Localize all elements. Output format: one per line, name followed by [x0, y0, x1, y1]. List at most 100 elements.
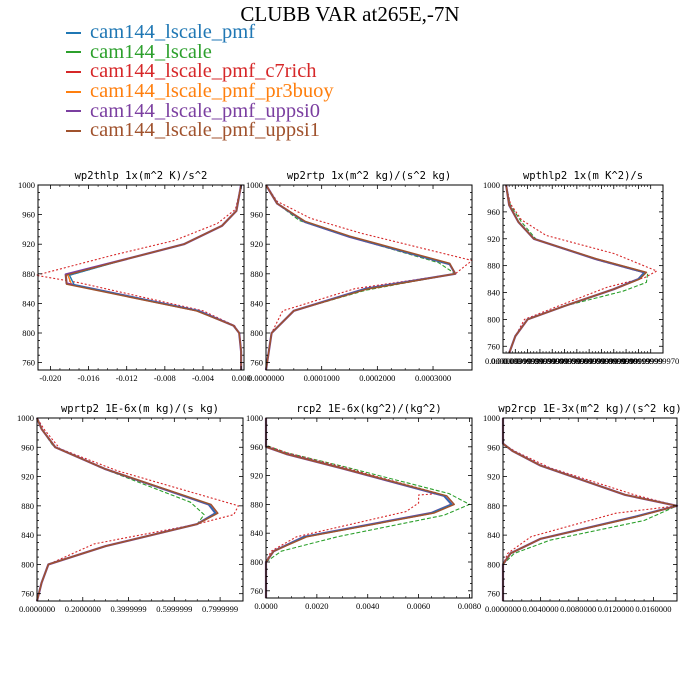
y-tick-label: 960 — [22, 210, 35, 220]
legend-swatch — [66, 51, 81, 54]
series-line — [68, 184, 242, 370]
x-tick-label: 0.0009999999 — [602, 356, 651, 366]
legend-entry: cam144_lscale_pmf_uppsi0 — [66, 99, 334, 122]
y-tick-label: 800 — [250, 328, 263, 338]
y-tick-label: 1000 — [246, 180, 263, 190]
y-tick-label: 960 — [250, 210, 263, 220]
x-tick-label: -0.012 — [116, 373, 138, 383]
series-line — [505, 184, 646, 354]
series-line — [505, 184, 649, 354]
series-line — [264, 418, 453, 598]
series-line — [265, 184, 457, 371]
y-tick-label: 840 — [250, 528, 263, 538]
panel-title: wprtp2 1E-6x(m kg)/(s kg) — [61, 403, 219, 415]
y-tick-label: 840 — [487, 530, 500, 540]
legend-label: cam144_lscale_pmf_pr3buoy — [90, 80, 334, 103]
plot-frame — [502, 417, 678, 602]
series-line — [265, 418, 455, 598]
y-tick-label: 960 — [21, 442, 34, 452]
x-tick-label: 0.7999999 — [202, 604, 238, 614]
legend-swatch — [66, 110, 81, 113]
y-tick-label: 840 — [250, 298, 263, 308]
series-line — [265, 418, 453, 598]
y-tick-label: 840 — [21, 530, 34, 540]
x-tick-label: 0.0000000 — [485, 604, 521, 614]
y-tick-label: 880 — [487, 261, 500, 271]
x-tick-label: 0.0003999999 — [528, 356, 577, 366]
y-tick-label: 800 — [250, 557, 263, 567]
x-tick-label: -0.008 — [154, 373, 176, 383]
x-tick-label: 0.3999999 — [110, 604, 146, 614]
y-tick-label: 880 — [22, 269, 35, 279]
y-tick-label: 800 — [22, 328, 35, 338]
series-line — [36, 417, 219, 602]
legend-entry: cam144_lscale — [66, 41, 334, 63]
legend-entry: cam144_lscale_pmf_c7rich — [66, 60, 334, 82]
series-line — [505, 184, 648, 354]
series-line — [265, 418, 453, 598]
x-tick-label: 0.0080000 — [560, 604, 596, 614]
y-tick-label: 760 — [22, 358, 35, 368]
y-tick-label: 1000 — [18, 180, 35, 190]
y-tick-label: 920 — [487, 472, 500, 482]
panel-title: wp2rtp 1x(m^2 kg)/(s^2 kg) — [287, 170, 451, 182]
x-tick-label: 0.0000000 — [485, 356, 521, 366]
legend-entry: cam144_lscale_pmf_uppsi1 — [66, 119, 334, 142]
x-tick-label: 0.0002999999 — [515, 356, 564, 366]
x-tick-label: 0.0000000 — [19, 604, 55, 614]
x-tick-label: 0.0000000 — [248, 373, 284, 383]
legend-label: cam144_lscale_pmf_uppsi1 — [90, 119, 321, 142]
series-line — [36, 417, 239, 602]
y-tick-label: 920 — [250, 471, 263, 481]
series-line — [68, 184, 242, 370]
x-tick-label: 0.0010999999 — [614, 356, 663, 366]
series-line — [64, 184, 242, 370]
y-tick-label: 880 — [21, 501, 34, 511]
series-line — [64, 184, 243, 370]
legend-entry: cam144_lscale_pmf — [66, 21, 334, 43]
x-tick-label: 0.0001000 — [304, 373, 340, 383]
x-tick-label: 0.0120000 — [598, 604, 634, 614]
x-tick-label: -0.020 — [39, 373, 61, 383]
x-tick-label: 0.0006999999 — [565, 356, 614, 366]
series-line — [265, 184, 473, 371]
x-tick-label: -0.016 — [78, 373, 100, 383]
series-line — [36, 417, 217, 602]
x-tick-label: 0.0080 — [458, 601, 481, 611]
x-tick-label: 0.0020 — [305, 601, 328, 611]
y-tick-label: 760 — [250, 358, 263, 368]
x-tick-label: 0.0000999999 — [491, 356, 540, 366]
plot-frame — [265, 184, 473, 371]
legend-entry: cam144_lscale_pmf_pr3buoy — [66, 80, 334, 103]
legend-swatch — [66, 31, 81, 34]
y-tick-label: 1000 — [483, 413, 500, 423]
panel-title: wp2rcp 1E-3x(m^2 kg)/(s^2 kg) — [498, 403, 681, 415]
x-tick-label: 0.2000000 — [65, 604, 101, 614]
y-tick-label: 880 — [487, 501, 500, 511]
y-tick-label: 760 — [487, 589, 500, 599]
y-tick-label: 800 — [487, 314, 500, 324]
legend-swatch — [66, 129, 81, 132]
page-title: CLUBB VAR at265E,-7N — [240, 2, 460, 26]
y-tick-label: 800 — [21, 559, 34, 569]
y-tick-label: 760 — [487, 341, 500, 351]
panel-title: rcp2 1E-6x(kg^2)/(kg^2) — [296, 403, 441, 415]
series-line — [505, 184, 646, 354]
x-tick-label: 0.0040 — [356, 601, 379, 611]
y-tick-label: 800 — [487, 559, 500, 569]
plot-frame — [502, 184, 664, 354]
legend-label: cam144_lscale_pmf_uppsi0 — [90, 99, 321, 122]
y-tick-label: 760 — [250, 586, 263, 596]
plot-frame — [37, 184, 245, 371]
y-tick-label: 1000 — [17, 413, 34, 423]
x-tick-label: -0.004 — [192, 373, 215, 383]
x-tick-label: 0.0008999999 — [589, 356, 638, 366]
y-tick-label: 760 — [21, 589, 34, 599]
legend-swatch — [66, 70, 81, 73]
x-tick-label: 0.0040000 — [523, 604, 559, 614]
y-tick-label: 880 — [250, 269, 263, 279]
y-tick-label: 840 — [22, 298, 35, 308]
y-tick-label: 880 — [250, 499, 263, 509]
legend: cam144_lscale_pmf cam144_lscale cam144_l… — [66, 21, 334, 142]
y-tick-label: 1000 — [246, 413, 263, 423]
